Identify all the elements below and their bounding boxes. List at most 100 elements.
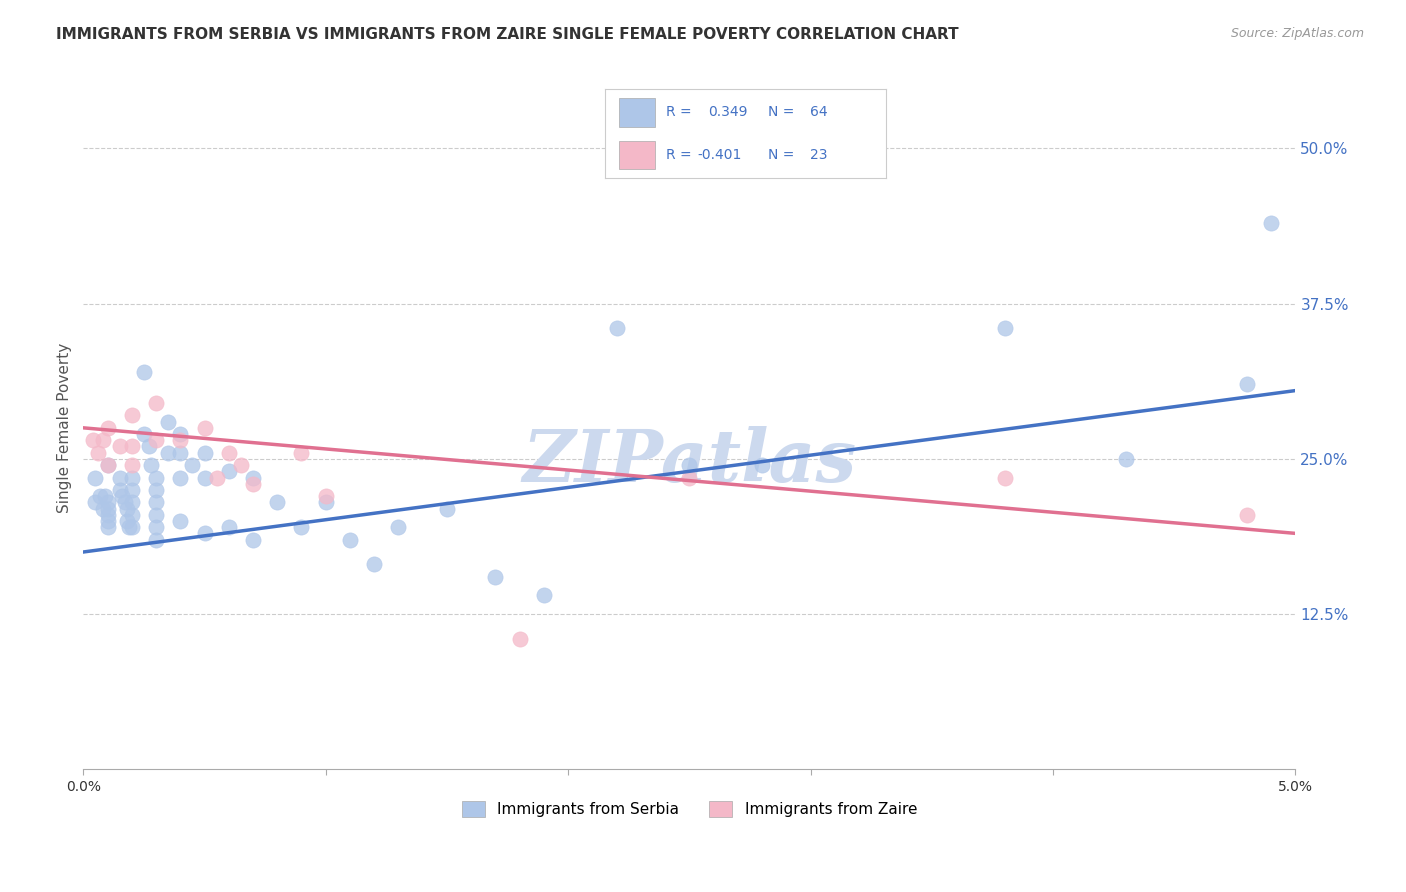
Text: IMMIGRANTS FROM SERBIA VS IMMIGRANTS FROM ZAIRE SINGLE FEMALE POVERTY CORRELATIO: IMMIGRANTS FROM SERBIA VS IMMIGRANTS FRO…	[56, 27, 959, 42]
Point	[509, 632, 531, 646]
Point	[96, 458, 118, 472]
Point	[157, 445, 180, 459]
Point	[108, 440, 131, 454]
Point	[533, 589, 555, 603]
Point	[993, 321, 1015, 335]
Y-axis label: Single Female Poverty: Single Female Poverty	[58, 343, 72, 513]
Point	[484, 570, 506, 584]
Point	[993, 470, 1015, 484]
Point	[169, 427, 191, 442]
Point	[218, 464, 240, 478]
Point	[169, 470, 191, 484]
Point	[169, 434, 191, 448]
Legend: Immigrants from Serbia, Immigrants from Zaire: Immigrants from Serbia, Immigrants from …	[456, 795, 924, 823]
Point	[266, 495, 288, 509]
Text: 64: 64	[810, 105, 828, 120]
Point	[96, 514, 118, 528]
Point	[96, 508, 118, 522]
Point	[678, 470, 700, 484]
Point	[138, 440, 160, 454]
Point	[1236, 377, 1258, 392]
Text: N =: N =	[768, 148, 799, 162]
Point	[94, 489, 117, 503]
Point	[132, 427, 155, 442]
Point	[96, 495, 118, 509]
Point	[181, 458, 204, 472]
Text: 0.349: 0.349	[709, 105, 748, 120]
Text: R =: R =	[666, 148, 696, 162]
Point	[115, 514, 138, 528]
Point	[218, 445, 240, 459]
Point	[751, 458, 773, 472]
Text: 23: 23	[810, 148, 827, 162]
Point	[678, 458, 700, 472]
Point	[87, 445, 110, 459]
Point	[290, 520, 312, 534]
Point	[436, 501, 458, 516]
Point	[145, 434, 167, 448]
Point	[193, 470, 215, 484]
Point	[91, 434, 114, 448]
Point	[121, 409, 143, 423]
Point	[114, 495, 136, 509]
Point	[193, 445, 215, 459]
Point	[121, 495, 143, 509]
Point	[96, 501, 118, 516]
Point	[242, 533, 264, 547]
Point	[108, 483, 131, 497]
Point	[1236, 508, 1258, 522]
Point	[145, 533, 167, 547]
Point	[242, 476, 264, 491]
Point	[145, 495, 167, 509]
Point	[118, 520, 141, 534]
Point	[157, 415, 180, 429]
Point	[121, 520, 143, 534]
Point	[169, 514, 191, 528]
Point	[218, 520, 240, 534]
Point	[205, 470, 228, 484]
Point	[111, 489, 134, 503]
Point	[132, 365, 155, 379]
Point	[169, 445, 191, 459]
Point	[96, 421, 118, 435]
Point	[96, 520, 118, 534]
Point	[606, 321, 628, 335]
Point	[242, 470, 264, 484]
Point	[193, 526, 215, 541]
Point	[121, 508, 143, 522]
Point	[290, 445, 312, 459]
Point	[387, 520, 409, 534]
Point	[363, 558, 385, 572]
Point	[145, 520, 167, 534]
Point	[96, 458, 118, 472]
Point	[1115, 451, 1137, 466]
Point	[84, 470, 107, 484]
Point	[141, 458, 163, 472]
Point	[115, 501, 138, 516]
Point	[1260, 216, 1282, 230]
FancyBboxPatch shape	[619, 141, 655, 169]
Point	[82, 434, 104, 448]
Point	[193, 421, 215, 435]
Point	[145, 483, 167, 497]
Point	[145, 396, 167, 410]
Point	[84, 495, 107, 509]
Point	[145, 508, 167, 522]
Point	[121, 470, 143, 484]
Text: -0.401: -0.401	[697, 148, 742, 162]
Point	[121, 458, 143, 472]
Point	[229, 458, 252, 472]
Text: ZIPatlas: ZIPatlas	[522, 426, 856, 498]
Point	[339, 533, 361, 547]
Text: N =: N =	[768, 105, 799, 120]
Point	[91, 501, 114, 516]
Text: R =: R =	[666, 105, 700, 120]
Point	[315, 495, 337, 509]
Point	[315, 489, 337, 503]
Point	[145, 470, 167, 484]
Point	[108, 470, 131, 484]
Point	[89, 489, 111, 503]
Text: Source: ZipAtlas.com: Source: ZipAtlas.com	[1230, 27, 1364, 40]
Point	[121, 483, 143, 497]
Point	[121, 440, 143, 454]
